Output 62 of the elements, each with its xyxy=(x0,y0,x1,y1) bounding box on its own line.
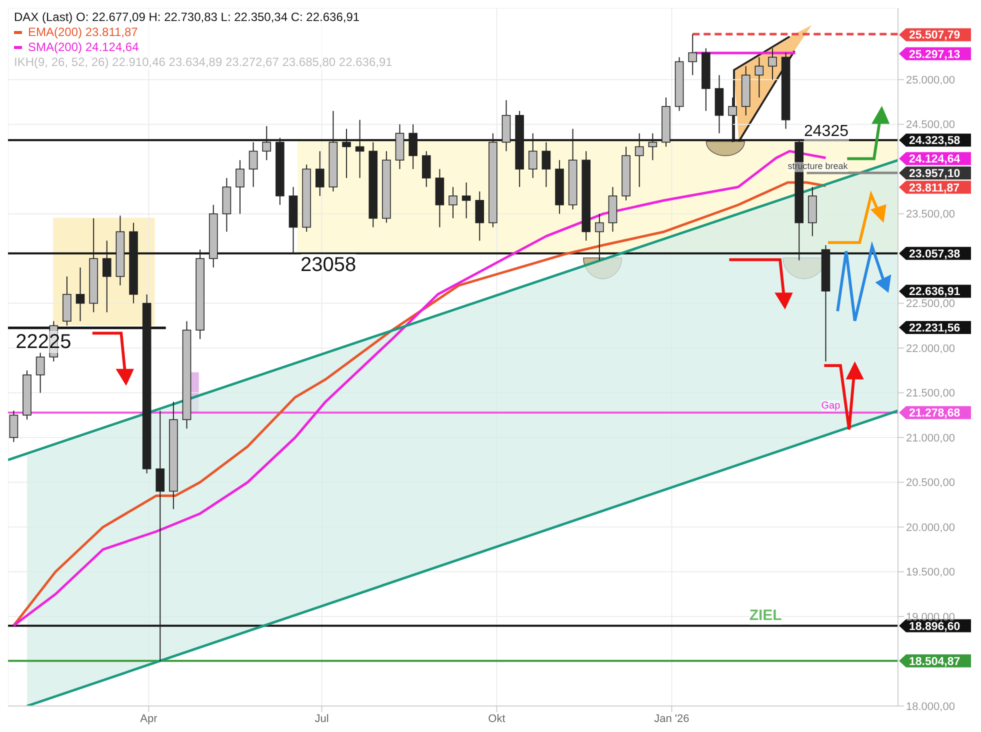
candlestick xyxy=(315,150,324,196)
annotation: ZIEL xyxy=(749,607,782,625)
candlestick xyxy=(462,182,471,219)
text: 25.507,79 xyxy=(909,30,960,42)
y-tick-label: 22.000,00 xyxy=(906,342,955,355)
text: 24.124,64 xyxy=(909,154,961,166)
y-tick-label: 24.500,00 xyxy=(906,119,955,132)
y-tick-label: 20.500,00 xyxy=(906,477,955,490)
candlestick xyxy=(76,267,85,322)
y-tick-label: 20.000,00 xyxy=(906,522,955,534)
candlestick xyxy=(342,128,351,179)
ref-line-label: 21.278,68 xyxy=(909,408,961,420)
candlestick xyxy=(754,56,764,98)
candlestick xyxy=(248,142,258,188)
ref-line-label: 23.057,38 xyxy=(909,248,961,260)
y-tick-label: 18.000,00 xyxy=(906,700,955,713)
annotation: 23058 xyxy=(300,254,356,276)
candlestick xyxy=(355,119,364,179)
candlestick xyxy=(528,132,538,179)
y-tick-label: 22.500,00 xyxy=(906,298,955,310)
candlestick xyxy=(542,142,551,188)
x-tick-label: Jan '26 xyxy=(654,712,690,725)
ref-line-label: 18.504,87 xyxy=(909,656,960,668)
text: 22.636,91 xyxy=(909,286,961,298)
text: 23.957,10 xyxy=(909,168,960,180)
text: 22.231,56 xyxy=(909,322,960,334)
y-tick-label: 21.000,00 xyxy=(906,432,955,444)
candlestick xyxy=(634,132,644,188)
candlestick xyxy=(448,186,458,219)
candlestick xyxy=(648,132,658,161)
candlestick xyxy=(156,410,165,662)
annotation: structure break xyxy=(788,161,848,172)
chart-title: DAX (Last) O: 22.677,09 H: 22.730,83 L: 22.350,34 C: 22.636,91 xyxy=(14,10,361,25)
ref-line-label: 24.323,58 xyxy=(909,135,961,148)
annotation: 22225 xyxy=(16,330,72,353)
candlestick xyxy=(102,240,112,313)
candlestick xyxy=(475,190,484,242)
candlestick xyxy=(422,150,431,188)
ref-line-label: 18.896,60 xyxy=(909,620,960,633)
x-tick-label: Jul xyxy=(314,712,329,725)
x-tick-label: Apr xyxy=(140,712,158,725)
candlestick xyxy=(236,160,244,214)
x-tick-label: Okt xyxy=(488,712,506,725)
candlestick xyxy=(688,34,698,76)
candlestick xyxy=(9,410,18,443)
candlestick xyxy=(768,48,777,80)
candlestick xyxy=(262,126,272,161)
y-tick-label: 21.500,00 xyxy=(906,388,955,400)
y-tick-label: 23.500,00 xyxy=(906,208,955,221)
y-tick-label: 19.500,00 xyxy=(906,566,955,579)
y-tick-label: 25.000,00 xyxy=(906,74,955,86)
candlestick xyxy=(408,124,418,170)
legend-label: EMA(200) 23.811,87 xyxy=(27,25,139,40)
legend-label: SMA(200) 24.124,64 xyxy=(27,40,140,55)
candlestick xyxy=(728,96,737,143)
text: 25.297,13 xyxy=(909,48,960,61)
annotation: Gap xyxy=(821,400,840,412)
annotation: 24325 xyxy=(804,123,848,141)
candlestick xyxy=(36,352,45,394)
candlestick xyxy=(595,213,604,261)
text: 23.811,87 xyxy=(909,182,960,194)
annotation: IKH(9, 26, 52, 26) 22.910,46 23.634,89 23.272,67 23.685,80 22.636,91 xyxy=(14,55,392,70)
